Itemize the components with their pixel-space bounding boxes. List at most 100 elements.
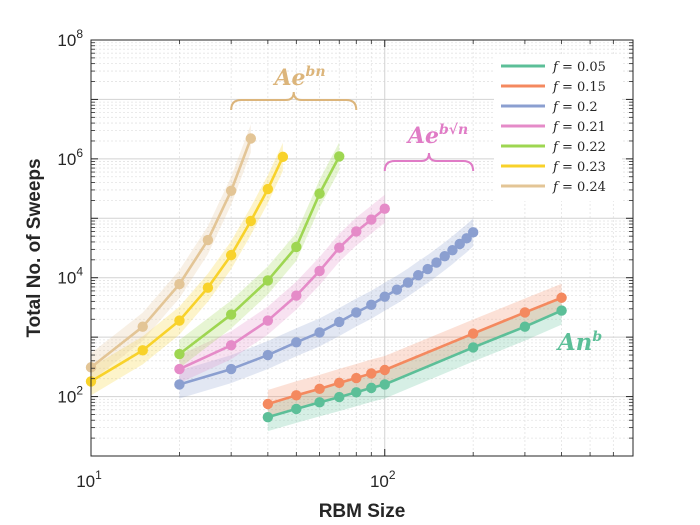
point-series-1 [467,328,479,339]
point-series-6 [137,321,148,332]
point-series-1 [314,383,325,395]
legend: f = 0.05 f = 0.15 f = 0.2 f = 0.21 f = 0.22 f… [494,56,622,201]
point-series-0 [556,305,567,316]
legend-label: f = 0.21 [552,120,606,135]
point-series-3 [262,315,274,326]
point-series-0 [366,382,377,394]
line-series-6 [90,138,253,369]
annotation-exp-linear: Aebn [272,64,325,91]
legend-label: f = 0.2 [552,100,598,115]
legend-label: f = 0.24 [552,180,606,195]
point-series-1 [351,372,362,384]
legend-label: f = 0.05 [552,60,606,75]
point-series-3 [351,226,362,237]
point-series-2 [334,316,345,328]
point-series-1 [379,364,390,376]
point-series-1 [366,368,377,379]
point-series-2 [314,327,325,338]
y-axis-title: Total No. of Sweeps [24,158,45,337]
band-series-4 [179,142,340,369]
tick-labels: 101 102 102 104 106 108 [57,27,395,491]
bracket-exp-sqrt [383,152,475,172]
point-series-5 [202,282,214,293]
point-series-6 [245,133,257,144]
point-series-2 [467,227,479,238]
bracket-exp-linear [230,91,358,111]
point-series-4 [334,151,345,162]
band-series-2 [179,218,474,399]
point-series-0 [334,391,345,403]
point-series-5 [277,151,289,163]
point-series-2 [413,270,424,281]
point-series-2 [262,349,274,361]
point-series-1 [334,377,345,389]
x-axis-title: RBM Size [319,501,406,522]
y-tick-label: 104 [57,265,83,288]
point-series-3 [366,214,377,225]
point-series-3 [334,242,345,253]
y-tick-label: 108 [57,27,83,50]
point-series-3 [314,265,325,277]
point-series-2 [291,337,302,348]
point-series-1 [262,398,274,410]
point-series-2 [379,291,390,302]
legend-label: f = 0.22 [552,140,606,155]
legend-label: f = 0.23 [552,160,606,175]
point-series-0 [379,379,390,390]
annotation-exp-sqrt: Aeb√n [406,122,468,149]
point-series-5 [245,215,257,227]
point-series-2 [402,277,414,288]
axis-ticks [90,40,634,457]
y-tick-label: 102 [57,384,83,407]
point-series-3 [174,363,185,375]
line-series-0 [267,309,563,419]
point-series-0 [314,397,325,408]
point-series-1 [291,390,302,401]
point-series-4 [314,188,325,199]
line-series-5 [90,156,285,383]
legend-label: f = 0.15 [552,80,606,95]
point-series-4 [262,275,274,286]
point-series-5 [225,249,237,261]
band-series-3 [179,194,385,384]
point-series-0 [291,403,302,415]
point-series-2 [454,238,465,250]
point-series-2 [391,284,403,295]
point-series-3 [225,340,237,351]
point-series-6 [174,278,185,290]
point-series-2 [447,245,458,256]
point-series-1 [519,307,531,318]
x-tick-label: 101 [76,468,102,491]
point-series-5 [137,345,148,356]
point-series-2 [351,307,362,318]
point-series-4 [174,348,185,360]
point-series-6 [225,185,237,197]
point-series-5 [174,315,185,326]
point-series-2 [431,257,442,268]
line-series-4 [178,155,341,356]
legend-box [494,56,622,201]
point-series-0 [467,342,479,353]
point-series-4 [291,241,302,253]
annotations: Aebn Aeb√n Anb [230,64,603,356]
y-tick-label: 106 [57,146,83,169]
point-series-0 [519,321,531,332]
plot-frame [90,39,634,457]
point-series-0 [351,387,362,398]
point-series-2 [225,363,237,375]
point-series-2 [439,251,450,262]
point-series-3 [291,290,302,301]
point-series-4 [225,309,237,320]
annotation-power: Anb [556,329,603,356]
point-series-5 [262,183,274,195]
point-series-1 [556,292,567,303]
x-tick-label: 102 [370,468,396,491]
point-series-2 [422,263,433,275]
point-series-2 [174,379,185,390]
point-series-3 [379,203,390,214]
point-series-0 [262,411,274,423]
point-series-6 [202,234,214,246]
point-series-2 [366,299,377,311]
line-series-1 [267,296,563,406]
